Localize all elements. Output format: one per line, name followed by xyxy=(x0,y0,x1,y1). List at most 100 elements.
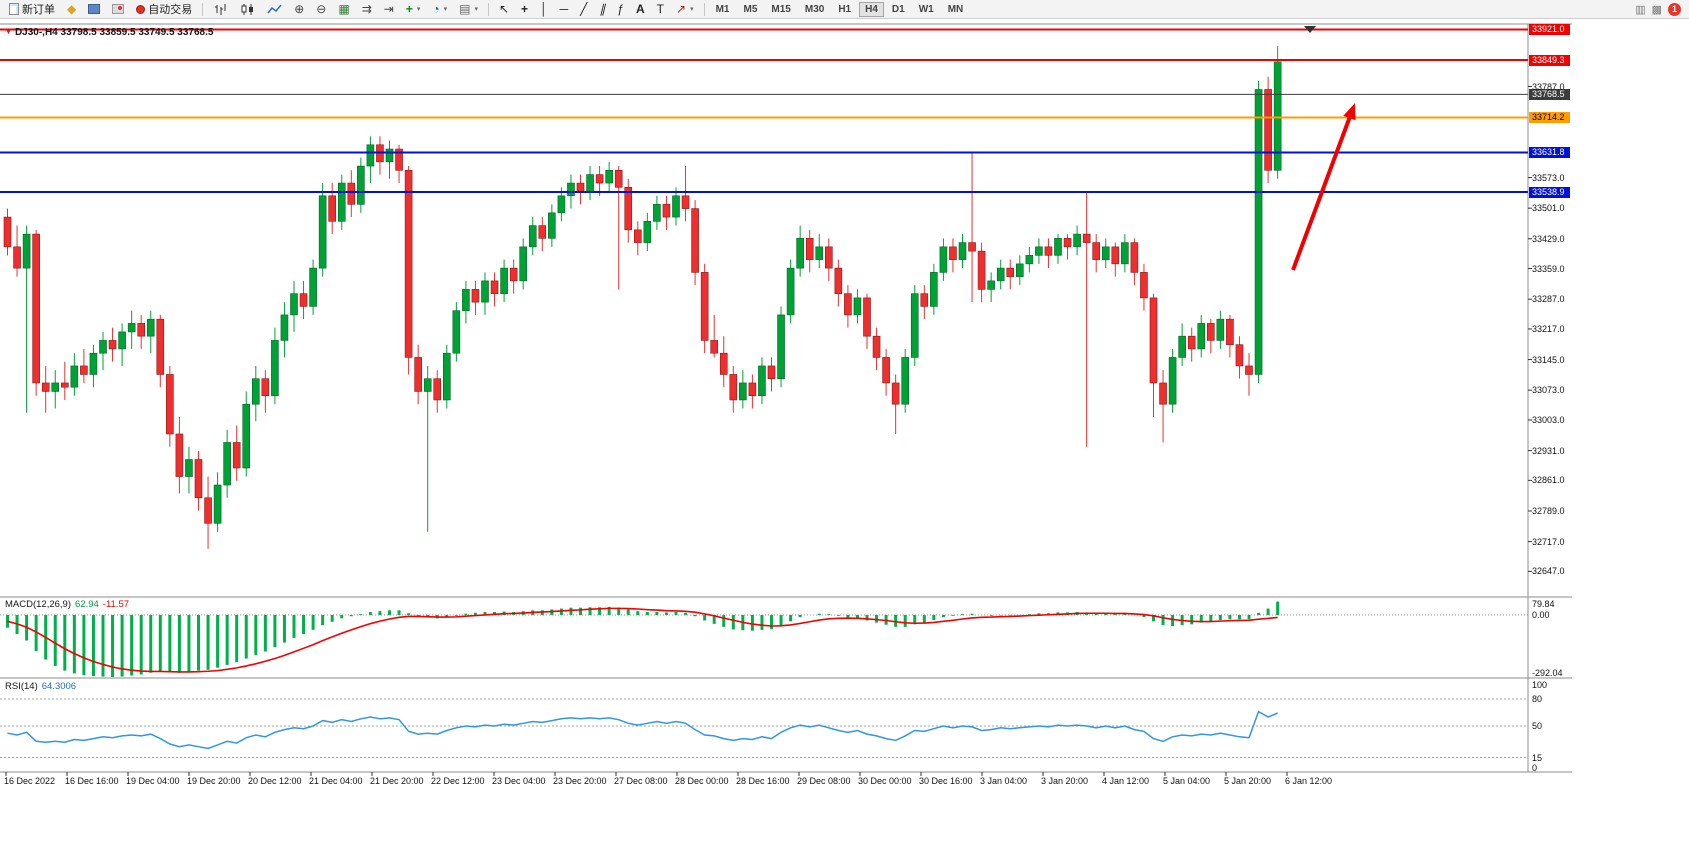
candle xyxy=(691,200,699,286)
notification-badge[interactable]: 1 xyxy=(1668,2,1681,16)
vertical-line-button[interactable]: │ xyxy=(535,1,553,18)
rsi-axis-label: 15 xyxy=(1532,752,1543,763)
candle xyxy=(605,161,613,192)
price-axis[interactable]: 33921.0 33849.3 33768.5 33714.2 33631.8 33538… xyxy=(1529,0,1575,800)
strategy-tester-button[interactable] xyxy=(107,1,129,18)
search-icon[interactable]: ▥ xyxy=(1635,3,1646,16)
zoom-out-button[interactable]: ⊖ xyxy=(311,1,331,18)
candle xyxy=(204,476,212,549)
bar-chart-button[interactable] xyxy=(208,1,233,18)
time-axis-label: 22 Dec 12:00 xyxy=(431,776,485,786)
time-axis-label: 20 Dec 12:00 xyxy=(248,776,302,786)
cursor-button[interactable]: ↖ xyxy=(494,1,514,18)
autotrading-label: 自动交易 xyxy=(148,4,193,16)
timeframe-h4-button[interactable]: H4 xyxy=(859,1,884,17)
trendline-button[interactable]: ╱ xyxy=(575,1,592,18)
tile-windows-icon: ▦ xyxy=(338,1,350,16)
macd-signal-value: -11.57 xyxy=(102,599,130,610)
macd-axis-label: 79.84 xyxy=(1532,599,1555,609)
candle xyxy=(882,348,890,396)
timeframe-d1-button[interactable]: D1 xyxy=(886,2,911,17)
time-axis-label: 4 Jan 12:00 xyxy=(1102,776,1150,786)
timeframe-mn-button[interactable]: MN xyxy=(942,2,970,17)
candle xyxy=(977,242,986,303)
templates-button[interactable]: ▤ ▾ xyxy=(454,1,483,18)
chart-shift-button[interactable]: ⇥ xyxy=(379,1,399,18)
time-axis-label: 29 Dec 08:00 xyxy=(797,776,851,786)
time-axis-label: 23 Dec 04:00 xyxy=(492,776,546,786)
candle xyxy=(834,259,843,307)
channel-button[interactable]: ∥ xyxy=(594,1,610,18)
new-order-button[interactable]: 新订单 xyxy=(4,1,60,18)
candle xyxy=(252,365,260,422)
candle xyxy=(891,374,900,434)
candle xyxy=(700,263,709,354)
arrowhead xyxy=(1343,103,1356,121)
timeframe-w1-button[interactable]: W1 xyxy=(913,2,940,17)
candle xyxy=(376,136,384,175)
candle xyxy=(166,365,174,447)
candle xyxy=(137,314,145,349)
candle xyxy=(576,174,585,205)
data-window-button[interactable] xyxy=(83,1,105,18)
candle xyxy=(471,280,480,315)
candle xyxy=(987,272,995,303)
fibonacci-button[interactable]: ƒ xyxy=(612,1,629,18)
candle xyxy=(108,327,117,362)
candle xyxy=(395,144,403,184)
price-line-badge: 33538.9 xyxy=(1529,186,1570,198)
panel-icon[interactable]: ▩ xyxy=(1651,3,1662,16)
metaeditor-button[interactable]: ◆ xyxy=(62,1,81,18)
time-axis-label: 6 Jan 12:00 xyxy=(1285,776,1333,786)
chart-title-text: DJ30-,H4 33798.5 33859.5 33749.5 33768.5 xyxy=(14,27,214,38)
text-label-button[interactable]: T xyxy=(652,1,669,18)
candle xyxy=(901,348,910,413)
candle xyxy=(366,136,375,184)
chart-title: ▼ DJ30-,H4 33798.5 33859.5 33749.5 33768… xyxy=(5,27,213,38)
price-line-badge: 33631.8 xyxy=(1529,147,1570,159)
clock-icon: ◔ xyxy=(432,1,440,16)
line-chart-button[interactable] xyxy=(262,1,287,18)
candle xyxy=(1035,238,1043,264)
candle xyxy=(442,344,451,409)
time-axis[interactable]: 16 Dec 2022 16 Dec 16:00 19 Dec 04:00 19 De… xyxy=(0,776,1572,790)
candle xyxy=(32,229,40,396)
candle xyxy=(51,370,60,409)
crosshair-button[interactable]: + xyxy=(516,1,533,18)
timeframe-m5-button[interactable]: M5 xyxy=(738,2,764,17)
text-button[interactable]: A xyxy=(631,1,650,18)
candle xyxy=(337,174,346,230)
time-axis-label: 5 Jan 20:00 xyxy=(1224,776,1272,786)
periods-button[interactable]: ◔ ▾ xyxy=(427,1,452,18)
candle xyxy=(1092,234,1100,273)
indicators-button[interactable]: + ▾ xyxy=(401,1,426,18)
candle xyxy=(662,195,671,230)
timeframe-m30-button[interactable]: M30 xyxy=(799,2,830,17)
timeframe-m1-button[interactable]: M1 xyxy=(710,2,736,17)
auto-scroll-button[interactable]: ⇉ xyxy=(357,1,377,18)
candle xyxy=(404,166,413,375)
price-tick-label: 33429.0 xyxy=(1532,233,1565,244)
candlestick-chart-button[interactable] xyxy=(235,1,260,18)
macd-indicator-label: MACD(12,26,9) 62.94 -11.57 xyxy=(5,599,129,610)
candle xyxy=(22,225,31,413)
horizontal-line-button[interactable]: ─ xyxy=(555,1,574,18)
time-axis-label: 16 Dec 16:00 xyxy=(65,776,119,786)
candle xyxy=(1187,327,1196,362)
trend-arrow-annotation[interactable] xyxy=(1291,103,1356,271)
arrows-button[interactable]: ↗ ▾ xyxy=(671,1,699,18)
price-tick-label: 33573.0 xyxy=(1532,172,1565,183)
timeframe-m15-button[interactable]: M15 xyxy=(765,2,796,17)
new-order-label: 新订单 xyxy=(22,4,55,16)
autotrading-button[interactable]: 自动交易 xyxy=(131,1,197,18)
candle xyxy=(1054,234,1062,264)
candle xyxy=(719,336,728,388)
time-axis-label: 19 Dec 20:00 xyxy=(187,776,241,786)
chevron-down-icon: ▾ xyxy=(690,6,694,13)
price-tick-label: 33787.0 xyxy=(1532,81,1565,92)
chart-shift-marker[interactable] xyxy=(1304,26,1316,33)
timeframe-h1-button[interactable]: H1 xyxy=(832,2,857,17)
zoom-in-button[interactable]: ⊕ xyxy=(289,1,309,18)
tile-windows-button[interactable]: ▦ xyxy=(333,1,354,18)
